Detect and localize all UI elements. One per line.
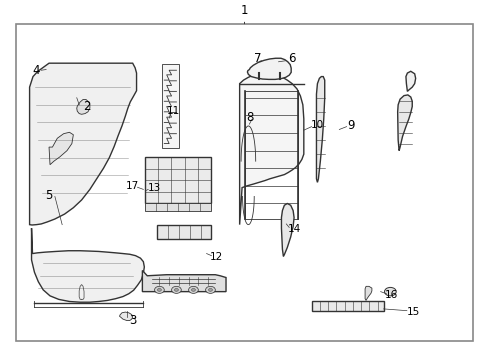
Text: 10: 10	[310, 120, 324, 130]
Polygon shape	[144, 203, 211, 211]
Polygon shape	[49, 132, 73, 165]
Text: 11: 11	[166, 106, 180, 116]
Polygon shape	[147, 166, 153, 172]
Polygon shape	[405, 71, 415, 91]
Text: 16: 16	[384, 290, 397, 300]
Text: 7: 7	[254, 53, 262, 66]
Text: 8: 8	[246, 111, 253, 123]
Circle shape	[171, 286, 181, 293]
Polygon shape	[281, 203, 293, 256]
Text: 1: 1	[240, 4, 248, 24]
Polygon shape	[119, 312, 132, 320]
Text: 15: 15	[406, 307, 419, 317]
Text: 12: 12	[209, 252, 223, 262]
Polygon shape	[142, 270, 225, 292]
Circle shape	[188, 286, 198, 293]
Polygon shape	[157, 225, 211, 239]
Circle shape	[191, 288, 195, 291]
Text: 5: 5	[45, 189, 52, 202]
Circle shape	[384, 287, 395, 296]
Text: 2: 2	[82, 100, 90, 113]
Polygon shape	[30, 63, 136, 225]
Polygon shape	[77, 99, 90, 114]
Polygon shape	[316, 77, 324, 183]
Polygon shape	[397, 95, 411, 150]
Polygon shape	[144, 157, 211, 203]
Text: 14: 14	[287, 224, 300, 234]
Bar	[311, 301, 383, 311]
Polygon shape	[162, 64, 179, 148]
Text: 17: 17	[126, 181, 139, 191]
Polygon shape	[365, 286, 371, 301]
Polygon shape	[31, 228, 144, 302]
Text: 6: 6	[288, 53, 295, 66]
Circle shape	[154, 286, 164, 293]
Text: 4: 4	[33, 64, 40, 77]
Text: 9: 9	[347, 119, 354, 132]
Circle shape	[208, 288, 212, 291]
Polygon shape	[247, 58, 290, 80]
Text: 13: 13	[147, 183, 161, 193]
Circle shape	[157, 288, 161, 291]
Circle shape	[174, 288, 178, 291]
Circle shape	[205, 286, 215, 293]
Polygon shape	[239, 73, 303, 225]
Text: 3: 3	[129, 314, 136, 327]
